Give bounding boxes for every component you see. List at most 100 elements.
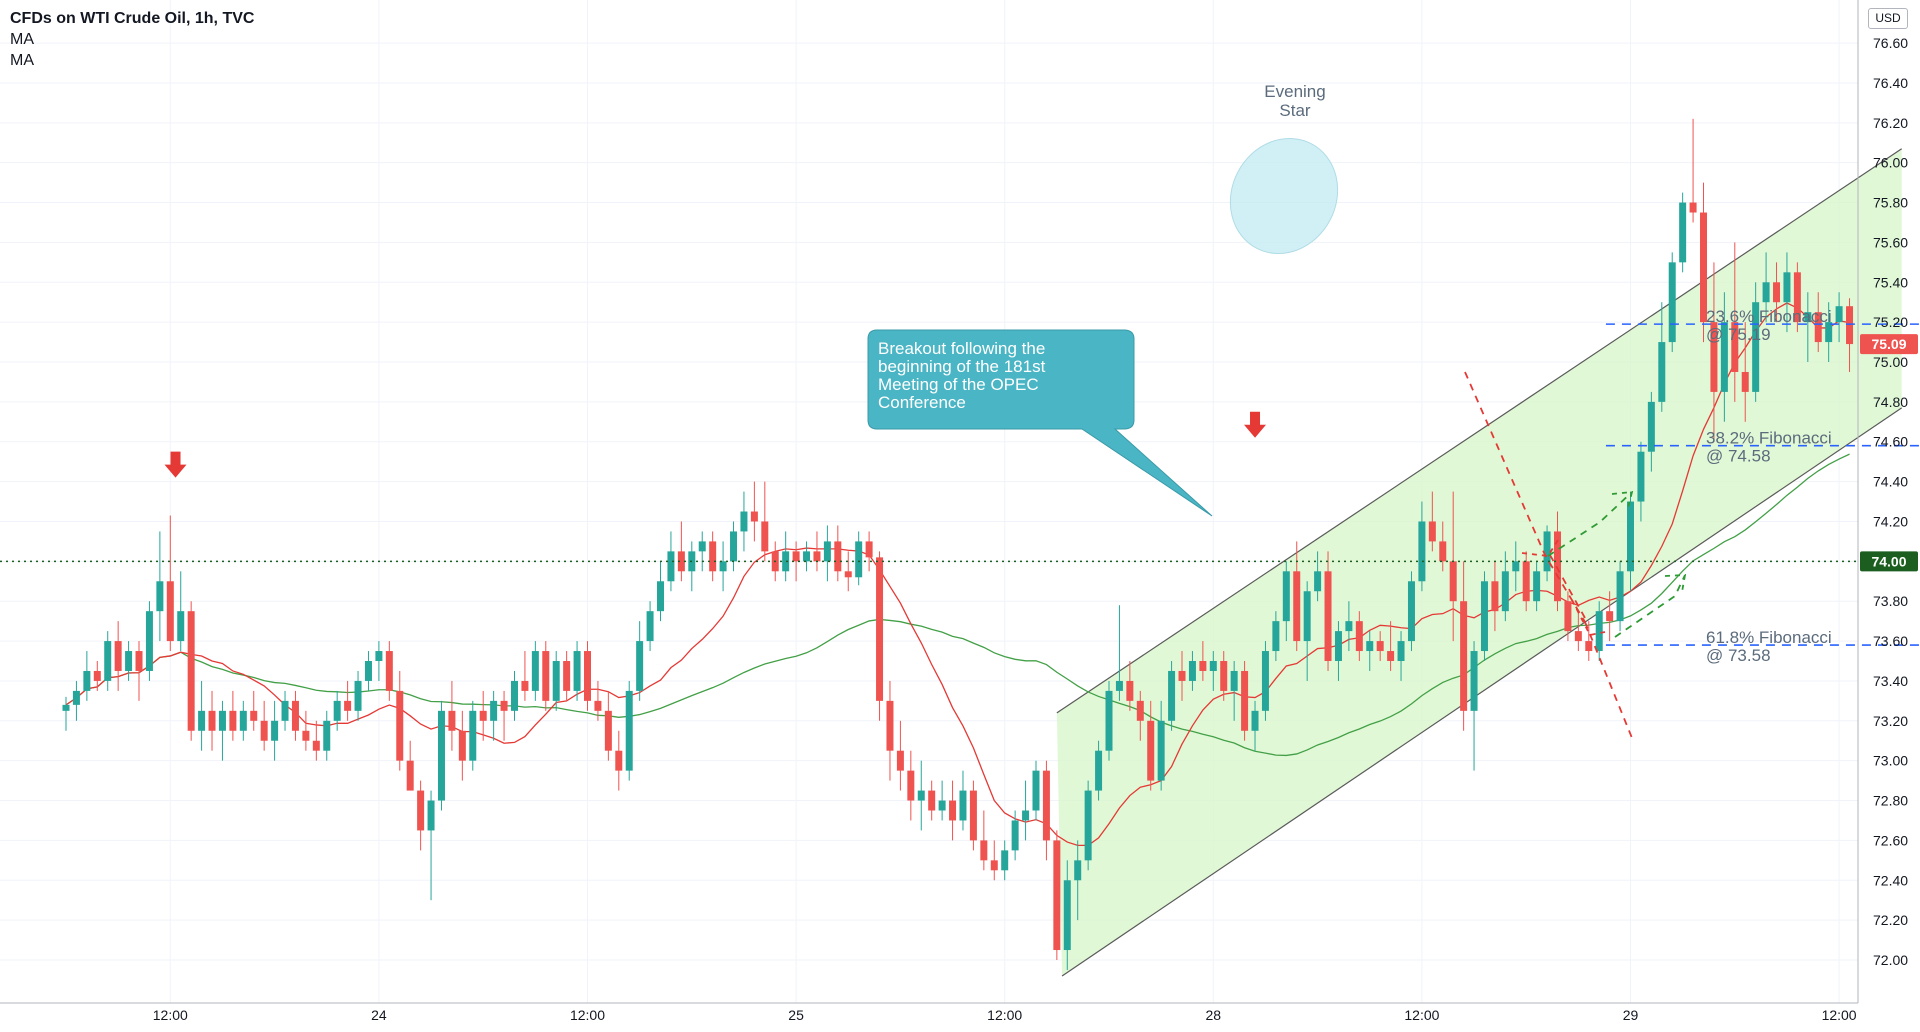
callout-line-4: Conference [878,393,966,412]
candle-body [1574,631,1582,642]
candle-body [896,750,904,771]
ma-legend-2[interactable]: MA [10,52,34,69]
candle-body [1230,670,1238,691]
candle-body [1063,880,1071,951]
x-tick-label: 25 [788,1007,804,1023]
candle-body [1689,202,1697,213]
candle-body [93,670,101,681]
candle-body [1199,661,1207,671]
candle-body [1804,312,1812,323]
candle-body [323,720,331,751]
candle-body [1428,521,1436,542]
projection-down-head-2 [1571,599,1606,637]
candle-body [218,710,226,731]
x-tick-label: 12:00 [987,1007,1022,1023]
candle-body [166,581,174,642]
x-tick-label: 24 [371,1007,387,1023]
candle-body [1773,282,1781,303]
candle-body [1011,820,1019,851]
candle-body [135,651,143,671]
candle-body [1470,651,1478,711]
candle-body [1480,581,1488,652]
symbol-title[interactable]: CFDs on WTI Crude Oil, 1h, TVC [10,10,255,27]
down-arrow-marker [1244,411,1267,438]
candle-body [187,611,195,731]
candle-body [302,730,310,741]
candle-body [1752,302,1760,392]
candle-body [239,710,247,731]
y-tick-label: 74.60 [1873,434,1908,450]
candle-body [1793,272,1801,323]
candle-body [1074,860,1082,881]
candle-body [1585,641,1593,652]
candle-body [949,800,957,821]
candle-body [1303,591,1311,642]
fibonacci-value: @ 74.58 [1706,447,1771,466]
candle-body [1449,561,1457,602]
candle-body [1042,770,1050,841]
callout-line-2: beginning of the 181st [878,357,1046,376]
y-tick-label: 73.20 [1873,713,1908,729]
ma-legend-1[interactable]: MA [10,31,34,48]
candle-body [865,541,873,558]
candle-body [1595,611,1603,652]
moving-averages [65,302,1850,847]
candle-body [584,651,591,701]
candle-body [761,521,769,552]
projection-up-1 [1547,491,1633,557]
candle-body [1814,312,1822,343]
y-tick-label: 76.00 [1873,155,1908,171]
y-tick-label: 76.40 [1873,75,1908,91]
candle-body [1501,571,1509,612]
candle-body [907,770,915,801]
callout-box [867,329,1213,517]
candle-body [1314,571,1322,592]
candle-body [1658,342,1666,402]
candle-body [458,730,466,761]
candle-body [1835,306,1843,323]
candle-body [677,551,685,572]
evening-star-line-1: Evening [1264,82,1326,101]
candle-body [646,611,654,642]
y-tick-label: 74.40 [1873,474,1908,490]
candle-body [698,541,706,552]
candle-body [62,704,70,711]
candle-body [281,700,289,721]
candle-body [792,551,800,562]
candle-body [719,561,727,572]
candle-body [740,511,748,532]
evening-star-line-2: Star [1279,101,1311,120]
candle-body [917,790,925,801]
candle-body [709,541,717,572]
currency-badge[interactable]: USD [1868,8,1908,29]
candle-body [1741,371,1749,392]
candle-body [1355,621,1363,652]
reference-price-badge-bg [1860,551,1918,572]
y-tick-label: 72.80 [1873,793,1908,809]
y-tick-label: 75.20 [1873,314,1908,330]
candle-body [354,680,362,711]
candle-body [1251,710,1259,731]
candle-body [990,860,998,871]
candle-body [1606,611,1614,622]
candle-body [542,651,550,701]
candle-body [1293,571,1301,642]
candle-body [1543,531,1551,572]
candle-body [291,700,299,731]
candle-body [813,551,821,562]
y-tick-label: 75.00 [1873,354,1908,370]
candle-body [1136,700,1144,721]
candle-body [928,790,936,811]
candle-body [855,541,863,578]
down-arrow-marker [164,451,187,478]
y-tick-label: 72.00 [1873,952,1908,968]
candle-body [1178,670,1186,681]
candle-body [406,760,414,791]
candle-body [1825,322,1833,343]
candle-body [1720,322,1728,392]
y-tick-label: 74.20 [1873,513,1908,529]
candle-body [1491,581,1499,612]
